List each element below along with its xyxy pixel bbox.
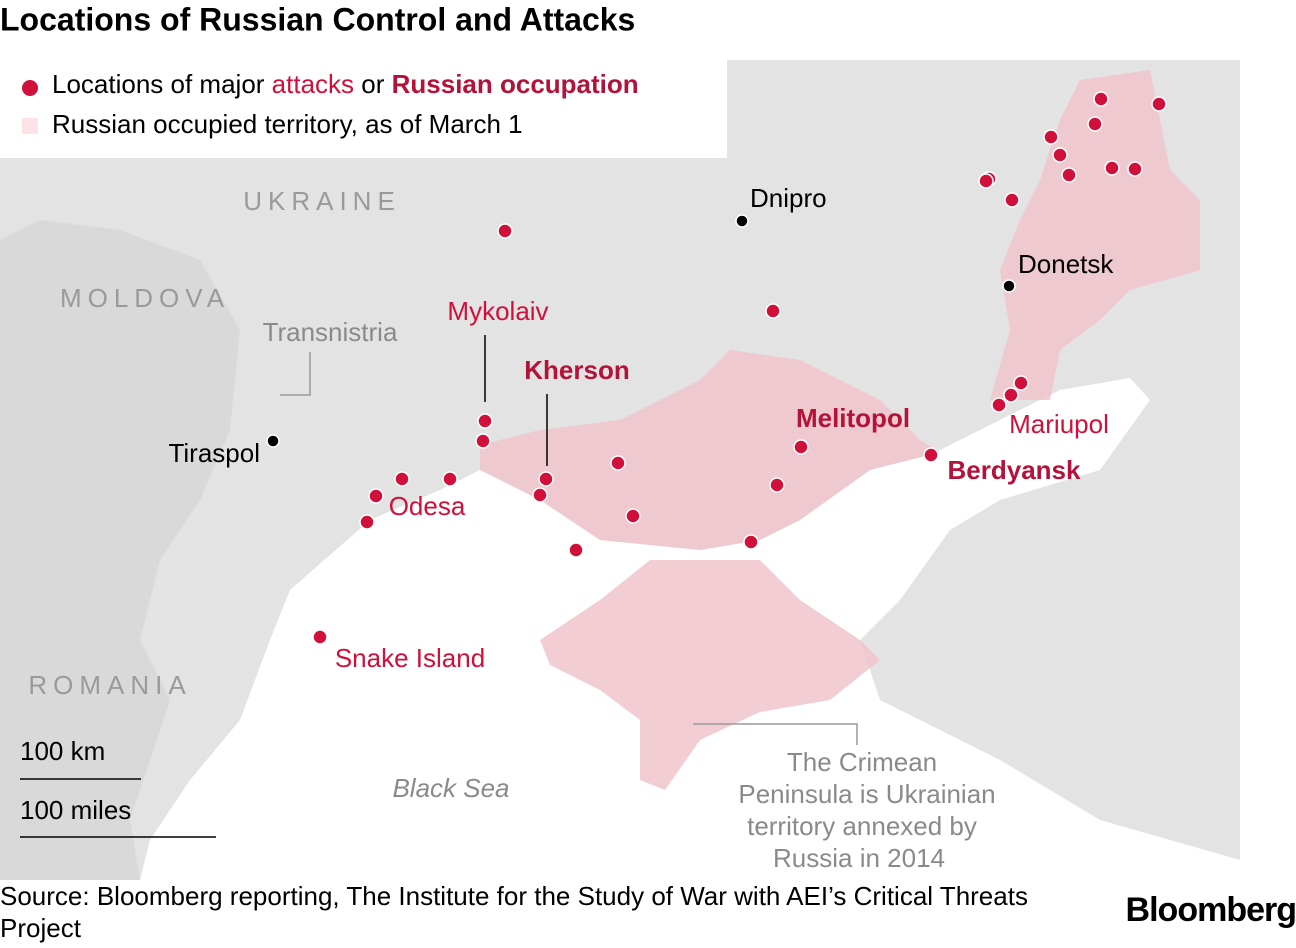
attack-dot — [625, 508, 641, 524]
legend-item: Russian occupied territory, as of March … — [52, 109, 523, 139]
attack-dot — [475, 433, 491, 449]
attack-dot — [359, 514, 375, 530]
attack-dot — [923, 447, 939, 463]
attack-dot — [765, 303, 781, 319]
brand: Bloomberg — [1126, 891, 1296, 929]
attack-dot — [1087, 116, 1103, 132]
annotation-line: The Crimean — [787, 747, 937, 777]
attack-dot — [497, 223, 513, 239]
attack-dot — [991, 397, 1007, 413]
annotation-line: territory annexed by — [747, 811, 977, 841]
attack-dot — [1093, 91, 1109, 107]
occupied-south — [480, 350, 940, 550]
leader-line — [280, 352, 311, 396]
scale-label: 100 km — [20, 736, 105, 766]
attack-dot — [368, 488, 384, 504]
attack-label: Berdyansk — [948, 455, 1081, 485]
attack-dot — [1013, 375, 1029, 391]
place-label: Transnistria — [263, 317, 398, 347]
city-dot — [735, 214, 749, 228]
scale-label: 100 miles — [20, 795, 131, 825]
attack-label: Melitopol — [796, 403, 910, 433]
attack-dot — [477, 413, 493, 429]
legend-box — [0, 60, 727, 158]
attack-label: Kherson — [524, 355, 629, 385]
country-label: MOLDOVA — [60, 283, 230, 313]
attack-dot — [978, 173, 994, 189]
city-dot — [1002, 279, 1016, 293]
annotation-line: Peninsula is Ukrainian — [738, 779, 995, 809]
leader-line — [693, 723, 858, 745]
attack-dot — [743, 534, 759, 550]
attack-dot — [442, 471, 458, 487]
attack-dot — [793, 439, 809, 455]
legend-text: Russian occupation — [392, 69, 639, 99]
legend-text: attacks — [272, 69, 354, 99]
source: Source: Bloomberg reporting, The Institu… — [0, 881, 1028, 943]
attack-dot — [1052, 147, 1068, 163]
occupied-east — [990, 70, 1200, 400]
attack-dot — [1104, 160, 1120, 176]
annotation-line: Russia in 2014 — [773, 843, 945, 873]
country-label: UKRAINE — [243, 186, 401, 216]
legend-dot — [22, 80, 38, 96]
legend-item: Locations of major attacks or Russian oc… — [52, 69, 639, 99]
attack-dot — [1127, 161, 1143, 177]
attack-label: Odesa — [389, 491, 466, 521]
attack-dot — [1004, 192, 1020, 208]
attack-label: Snake Island — [335, 643, 485, 673]
attack-dot — [610, 455, 626, 471]
sea-label: Black Sea — [392, 773, 509, 803]
neighbor-land — [0, 60, 240, 880]
attack-label: Mariupol — [1009, 409, 1109, 439]
attack-dot — [1043, 129, 1059, 145]
crimea — [540, 560, 880, 790]
place-label: Donetsk — [1018, 249, 1114, 279]
attack-dot — [394, 471, 410, 487]
attack-dot — [1151, 96, 1167, 112]
attack-dot — [312, 629, 328, 645]
attack-dot — [568, 542, 584, 558]
attack-dot — [538, 471, 554, 487]
place-label: Dnipro — [750, 183, 827, 213]
legend-text: or — [354, 69, 392, 99]
city-dot — [266, 434, 280, 448]
legend-swatch — [22, 118, 38, 134]
attack-label: Mykolaiv — [447, 296, 548, 326]
attack-dot — [769, 477, 785, 493]
place-label: Tiraspol — [168, 438, 260, 468]
title: Locations of Russian Control and Attacks — [0, 1, 635, 37]
attack-dot — [1061, 167, 1077, 183]
legend-text: Locations of major — [52, 69, 272, 99]
attack-dot — [532, 487, 548, 503]
attack-dot — [1003, 387, 1019, 403]
country-label: ROMANIA — [28, 670, 191, 700]
